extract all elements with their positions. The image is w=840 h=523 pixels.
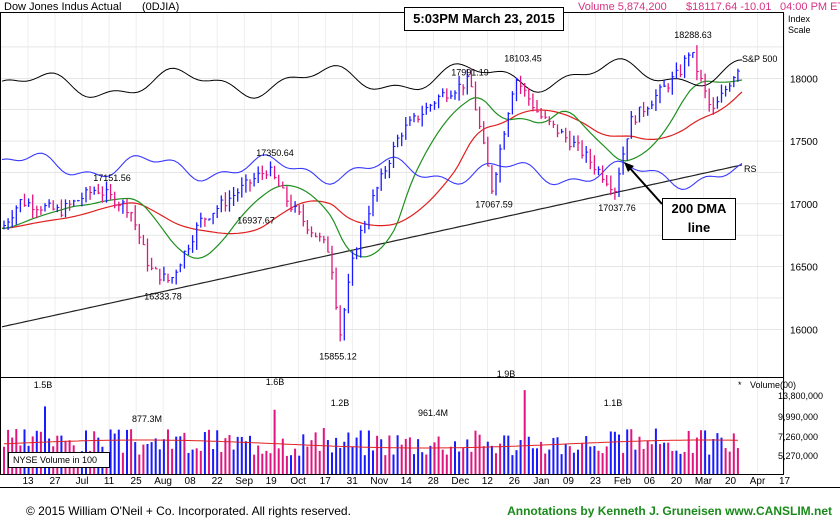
- price-annotation: 17067.59: [475, 199, 513, 209]
- index-scale-label-1: Index: [788, 14, 811, 24]
- price-volume-chart: 17151.56 16333.78 17350.64 16937.67 15855.12…: [0, 0, 840, 500]
- ma-green-line: [1, 79, 743, 259]
- x-tick-label: 31: [347, 476, 359, 487]
- volume-axis-label: Volume(00): [750, 380, 796, 390]
- price-annotation: 18103.45: [504, 53, 542, 63]
- callout-line2: line: [687, 220, 711, 235]
- grid: [1, 13, 785, 474]
- x-tick-label: 06: [644, 476, 656, 487]
- volume-readout: Volume 5,874,200: [578, 1, 667, 13]
- price-annotation: 16937.67: [237, 216, 275, 226]
- symbol-name: Dow Jones Indus Actual: [4, 1, 121, 13]
- price-annotation: 18288.63: [674, 30, 712, 40]
- timestamp-text: 5:03PM March 23, 2015: [413, 11, 555, 26]
- x-tick-label: 25: [131, 476, 143, 487]
- quote-readout: $18117.64 -10.01: [686, 1, 771, 13]
- volume-annotation: 1.2B: [331, 398, 350, 408]
- y-tick-label: 16000: [790, 325, 818, 336]
- price-annotation: 17151.56: [93, 173, 131, 183]
- x-tick-label: Jan: [533, 476, 549, 487]
- ma-red-line: [1, 91, 743, 235]
- dma-callout-box: 200 DMA line: [662, 198, 736, 240]
- x-tick-label: 20: [671, 476, 683, 487]
- x-tick-label: Aug: [154, 476, 172, 487]
- rs-label: RS: [744, 164, 757, 174]
- copyright: © 2015 William O'Neil + Co. Incorporated…: [26, 504, 351, 518]
- volume-tick-label: 7,260,000: [778, 432, 818, 442]
- price-annotation: 16333.78: [144, 291, 182, 301]
- footer: © 2015 William O'Neil + Co. Incorporated…: [0, 499, 840, 523]
- x-tick-label: 20: [725, 476, 737, 487]
- y-tick-label: 17500: [790, 137, 818, 148]
- x-tick-label: Nov: [370, 476, 388, 487]
- x-tick-label: Apr: [750, 476, 766, 487]
- volume-tick-label: 5,270,000: [778, 451, 818, 461]
- callout-arrow: [627, 165, 663, 205]
- volume-panel-frame: [0, 377, 784, 475]
- x-tick-label: 19: [266, 476, 278, 487]
- volume-tick-label: 9,990,000: [778, 412, 818, 422]
- rs-line: [1, 152, 743, 190]
- x-tick-label: Dec: [451, 476, 469, 487]
- volume-annotation: 961.4M: [418, 408, 448, 418]
- y-tick-label: 16500: [790, 263, 818, 274]
- x-tick-label: Feb: [614, 476, 632, 487]
- x-tick-label: Oct: [290, 476, 306, 487]
- volume-ma-line: [3, 439, 738, 449]
- price-annotation: 15855.12: [319, 351, 357, 361]
- x-tick-label: 13: [22, 476, 34, 487]
- volume-legend-text: NYSE Volume in 100: [13, 455, 98, 465]
- price-bars: [3, 45, 740, 342]
- x-tick-label: 12: [482, 476, 494, 487]
- volume-annotation: 1.6B: [266, 377, 285, 387]
- x-tick-label: Sep: [235, 476, 253, 487]
- callout-line1: 200 DMA: [671, 201, 727, 216]
- volume-star-icon: *: [738, 380, 742, 390]
- x-tick-label: 27: [49, 476, 61, 487]
- x-tick-label: 14: [401, 476, 413, 487]
- y-axis-ticks: 16000 16500 17000 17500 18000: [790, 74, 818, 336]
- x-tick-label: 26: [509, 476, 521, 487]
- price-annotation: 17991.19: [451, 67, 489, 77]
- x-tick-label: 08: [185, 476, 197, 487]
- x-tick-label: 17: [779, 476, 791, 487]
- volume-annotation: 877.3M: [132, 414, 162, 424]
- symbol-ticker: (0DJIA): [142, 1, 179, 13]
- x-tick-label: Mar: [695, 476, 713, 487]
- y-tick-label: 18000: [790, 74, 818, 85]
- x-tick-label: Jul: [76, 476, 89, 487]
- x-tick-label: 11: [104, 476, 115, 487]
- x-tick-label: 22: [212, 476, 224, 487]
- volume-annotations: 1.5B 877.3M 1.6B 1.2B 961.4M 1.9B 1.1B: [34, 369, 623, 424]
- timestamp-box: 5:03PM March 23, 2015: [404, 7, 564, 31]
- volume-legend: NYSE Volume in 100: [8, 452, 110, 468]
- sp500-label: S&P 500: [742, 54, 777, 64]
- y-tick-label: 17000: [790, 200, 818, 211]
- volume-axis-ticks: 13,800,000 9,990,000 7,260,000 5,270,000: [778, 391, 823, 461]
- index-scale-label-2: Scale: [788, 25, 811, 35]
- x-tick-label: 28: [428, 476, 440, 487]
- chart-background: [0, 0, 840, 500]
- sp500-line: [1, 58, 743, 99]
- volume-annotation: 1.9B: [497, 369, 516, 379]
- x-tick-label: 09: [563, 476, 575, 487]
- x-tick-label: 17: [320, 476, 332, 487]
- price-annotations: 17151.56 16333.78 17350.64 16937.67 15855.12…: [93, 30, 712, 361]
- callout-arrow-head: [624, 162, 634, 172]
- volume-tick-label: 13,800,000: [778, 391, 823, 401]
- volume-annotation: 1.1B: [604, 398, 623, 408]
- annotation-credit: Annotations by Kenneth J. Gruneisen www.…: [507, 504, 832, 518]
- price-annotation: 17350.64: [256, 148, 294, 158]
- time-readout: 04:00 PM ET: [780, 1, 840, 13]
- price-annotation: 17037.76: [598, 203, 636, 213]
- x-axis-ticks: 13 27 Jul 11 25 Aug 08 22 Sep 19 Oct 17 31 Nov 14 28 Dec…: [22, 476, 790, 487]
- x-tick-label: 23: [590, 476, 602, 487]
- volume-annotation: 1.5B: [34, 380, 53, 390]
